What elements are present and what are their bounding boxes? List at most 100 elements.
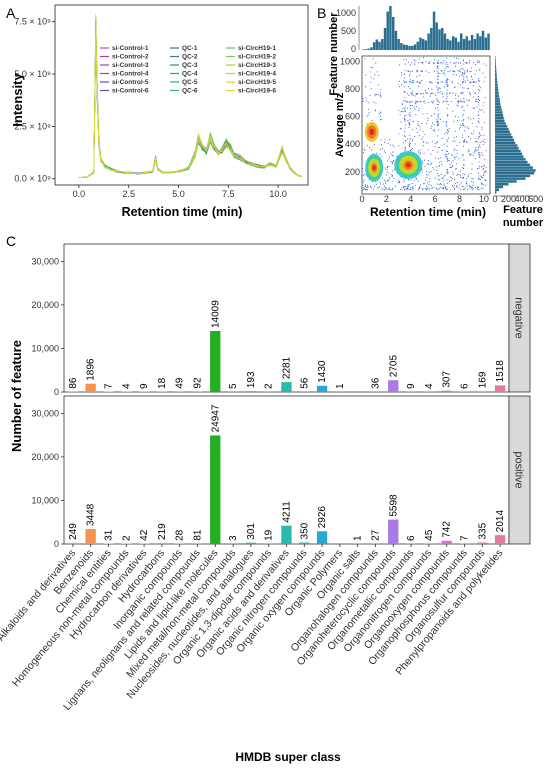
b-point <box>463 159 465 161</box>
b-point <box>428 62 430 64</box>
b-point <box>384 141 386 143</box>
b-point <box>436 187 438 189</box>
c-bar-value-label: 6 <box>406 535 417 541</box>
a-y-tick-label: 0.0 × 10⁹ <box>14 174 51 184</box>
b-point <box>374 109 377 111</box>
b-point <box>483 174 485 176</box>
b-point <box>447 63 449 65</box>
b-right-hist-bar <box>495 58 496 62</box>
b-point <box>479 146 481 148</box>
b-point <box>409 81 412 83</box>
b-point <box>408 145 411 147</box>
b-point <box>411 81 413 83</box>
b-point <box>446 150 448 152</box>
c-bar <box>494 385 506 392</box>
b-point <box>363 152 365 154</box>
b-point <box>422 113 424 115</box>
b-point <box>451 154 453 156</box>
b-point <box>452 177 454 179</box>
b-point <box>384 139 386 141</box>
b-point <box>476 168 479 170</box>
b-right-hist-bar <box>495 78 497 81</box>
b-point <box>441 63 443 65</box>
b-point <box>477 141 479 143</box>
b-point <box>454 148 456 150</box>
b-point <box>362 189 364 191</box>
b-point <box>443 143 445 145</box>
b-point <box>462 154 464 156</box>
b-point <box>436 98 438 100</box>
b-right-hist-bar <box>495 183 509 186</box>
b-point <box>368 111 370 113</box>
b-point <box>411 94 413 96</box>
b-right-hist-bar <box>495 138 514 142</box>
b-point <box>379 92 381 94</box>
b-point <box>443 175 445 177</box>
b-point <box>480 187 482 189</box>
b-point <box>478 111 480 113</box>
b-point <box>447 129 449 131</box>
b-point <box>467 176 469 178</box>
b-point <box>422 101 424 103</box>
b-top-hist-tick-label: 0 <box>351 44 356 54</box>
b-point <box>472 96 474 98</box>
b-point <box>404 120 406 122</box>
b-point <box>456 184 458 186</box>
b-right-hist-bar <box>495 61 496 64</box>
b-point <box>456 149 458 152</box>
b-point <box>446 61 448 63</box>
c-bar-value-label: 4211 <box>282 501 293 523</box>
b-point <box>458 116 460 118</box>
b-point <box>390 153 392 155</box>
b-point <box>379 149 381 151</box>
b-point <box>472 182 474 184</box>
b-point <box>484 179 486 181</box>
b-point <box>447 114 449 116</box>
b-top-hist-bar <box>451 36 455 51</box>
c-bar-value-label: 1896 <box>86 358 97 381</box>
b-point <box>461 186 463 188</box>
b-point <box>474 92 476 94</box>
b-point <box>436 62 439 65</box>
b-point <box>478 161 480 163</box>
b-point <box>365 186 367 188</box>
b-point <box>483 165 485 167</box>
b-point <box>437 73 439 75</box>
b-point <box>463 139 465 142</box>
b-point <box>446 170 448 173</box>
b-point <box>456 174 458 176</box>
b-point <box>482 72 484 74</box>
b-point <box>427 182 429 184</box>
b-point <box>452 140 454 142</box>
a-trace-18 <box>78 36 303 179</box>
b-point <box>478 92 480 94</box>
b-point <box>440 173 443 175</box>
b-point <box>478 167 480 169</box>
b-point <box>428 189 430 191</box>
b-point <box>442 187 444 189</box>
b-point <box>416 71 418 73</box>
a-legend-entry: QC-5 <box>182 79 198 86</box>
b-point <box>436 86 438 88</box>
b-point <box>478 136 480 138</box>
b-point <box>471 168 473 170</box>
b-point <box>391 161 393 163</box>
b-point <box>465 181 467 183</box>
b-point <box>472 133 474 135</box>
b-point <box>388 187 390 189</box>
b-point <box>459 71 461 73</box>
b-point <box>462 100 464 102</box>
a-x-tick-label: 5.0 <box>172 189 185 199</box>
b-point <box>424 179 426 181</box>
b-point <box>421 70 423 72</box>
b-point <box>369 147 371 149</box>
b-point <box>472 189 474 191</box>
a-y-tick-label: 5.0 × 10⁹ <box>14 69 51 79</box>
b-point <box>453 156 456 158</box>
b-point <box>459 176 462 178</box>
b-point <box>479 90 481 92</box>
b-point <box>482 166 484 168</box>
b-point <box>416 70 418 72</box>
b-point <box>445 81 447 83</box>
b-point <box>423 159 426 161</box>
